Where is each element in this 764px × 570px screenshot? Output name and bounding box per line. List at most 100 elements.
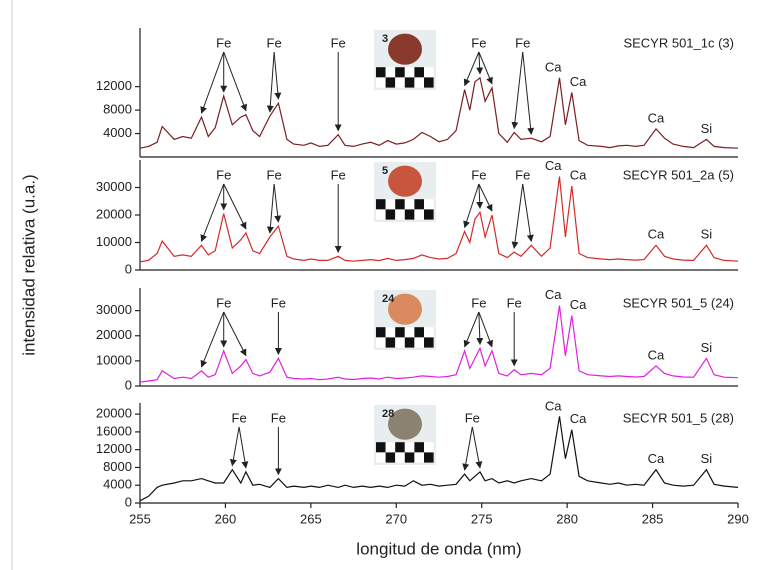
annotation-arrow bbox=[522, 51, 535, 135]
scale-square bbox=[385, 337, 396, 348]
scale-square bbox=[376, 209, 386, 220]
y-tick-label: 8000 bbox=[103, 102, 132, 117]
x-tick-label: 265 bbox=[300, 511, 322, 526]
scale-square bbox=[395, 77, 405, 88]
annotation-label: Fe bbox=[331, 167, 346, 182]
scale-square bbox=[376, 337, 386, 348]
scale-square bbox=[376, 77, 386, 88]
y-tick-label: 20000 bbox=[96, 327, 132, 342]
annotation-arrow bbox=[476, 183, 484, 209]
scale-square bbox=[385, 77, 396, 88]
spectrum-line bbox=[139, 176, 739, 263]
y-tick-label: 30000 bbox=[96, 302, 132, 317]
annotation-arrow bbox=[478, 311, 494, 348]
annotation-label: Fe bbox=[331, 35, 346, 50]
annotation-label: Ca bbox=[570, 297, 587, 312]
annotation-arrow bbox=[463, 51, 480, 87]
sample-photo: 24 bbox=[374, 290, 436, 350]
annotation-label: Fe bbox=[216, 167, 231, 182]
scale-square bbox=[404, 67, 415, 78]
y-axis-label: intensidad relativa (u.a.) bbox=[19, 174, 38, 355]
annotation-arrow bbox=[471, 426, 483, 469]
scale-square bbox=[424, 337, 434, 348]
annotation-label: Ca bbox=[545, 158, 562, 173]
scale-square bbox=[395, 442, 405, 453]
scale-square bbox=[385, 442, 396, 453]
annotation-arrow bbox=[511, 183, 524, 249]
annotation-label: Fe bbox=[515, 167, 530, 182]
annotation-arrow bbox=[462, 426, 473, 471]
x-tick-label: 260 bbox=[215, 511, 237, 526]
annotation-label: Fe bbox=[507, 295, 522, 310]
scale-square bbox=[414, 327, 424, 338]
scale-square bbox=[376, 442, 386, 453]
scale-square bbox=[395, 209, 405, 220]
annotation-arrow bbox=[511, 51, 524, 130]
annotation-label: Fe bbox=[232, 410, 247, 425]
scale-square bbox=[376, 452, 386, 463]
scale-square bbox=[414, 442, 424, 453]
annotation-label: Ca bbox=[648, 347, 665, 362]
scale-square bbox=[424, 67, 434, 78]
x-axis-label: longitud de onda (nm) bbox=[356, 539, 521, 558]
y-tick-label: 10000 bbox=[96, 352, 132, 367]
sample bbox=[388, 408, 422, 440]
annotation-label: Fe bbox=[271, 410, 286, 425]
scale-square bbox=[395, 67, 405, 78]
sample-photo: 3 bbox=[374, 30, 436, 90]
scale-square bbox=[395, 452, 405, 463]
scale-square bbox=[424, 199, 434, 210]
annotation-arrow bbox=[273, 183, 282, 223]
y-tick-label: 8000 bbox=[103, 459, 132, 474]
annotation-arrow bbox=[200, 311, 225, 368]
scale-square bbox=[404, 209, 415, 220]
scale-square bbox=[414, 199, 424, 210]
scale-square bbox=[395, 327, 405, 338]
scale-square bbox=[414, 337, 424, 348]
annotation-arrow bbox=[266, 183, 275, 234]
annotation-label: Fe bbox=[471, 167, 486, 182]
annotation-arrow bbox=[273, 51, 282, 100]
legend-label: SECYR 501_2a (5) bbox=[623, 167, 734, 182]
annotation-arrow bbox=[200, 51, 225, 114]
y-tick-label: 10000 bbox=[96, 234, 132, 249]
annotation-arrow bbox=[476, 311, 484, 346]
y-tick-label: 0 bbox=[125, 261, 132, 276]
scale-square bbox=[414, 77, 424, 88]
annotation-label: Si bbox=[701, 121, 713, 136]
scale-square bbox=[385, 452, 396, 463]
spectrum-line bbox=[139, 76, 739, 149]
annotation-label: Ca bbox=[570, 411, 587, 426]
y-tick-label: 0 bbox=[125, 377, 132, 392]
scale-square bbox=[395, 337, 405, 348]
annotation-label: Ca bbox=[545, 59, 562, 74]
scale-square bbox=[424, 442, 434, 453]
photo-label: 24 bbox=[382, 293, 395, 305]
scale-square bbox=[424, 452, 434, 463]
annotation-label: Fe bbox=[267, 167, 282, 182]
scale-square bbox=[414, 452, 424, 463]
photo-label: 5 bbox=[382, 165, 388, 177]
scale-square bbox=[385, 209, 396, 220]
scale-square bbox=[414, 209, 424, 220]
annotation-arrow bbox=[229, 426, 240, 467]
legend-label: SECYR 501_5 (24) bbox=[623, 295, 734, 310]
annotation-label: Ca bbox=[545, 398, 562, 413]
scale-square bbox=[385, 327, 396, 338]
y-tick-label: 4000 bbox=[103, 125, 132, 140]
scale-square bbox=[385, 199, 396, 210]
annotation-label: Ca bbox=[545, 287, 562, 302]
annotation-arrow bbox=[223, 311, 247, 357]
y-tick-label: 12000 bbox=[96, 441, 132, 456]
annotation-arrow bbox=[223, 183, 247, 230]
y-tick-label: 12000 bbox=[96, 78, 132, 93]
annotation-arrow bbox=[478, 51, 493, 85]
y-tick-label: 20000 bbox=[96, 206, 132, 221]
annotation-label: Si bbox=[701, 340, 713, 355]
scale-square bbox=[404, 452, 415, 463]
annotation-label: Si bbox=[701, 451, 713, 466]
scale-square bbox=[404, 77, 415, 88]
spectrum-line bbox=[139, 305, 739, 383]
y-tick-label: 0 bbox=[125, 494, 132, 509]
